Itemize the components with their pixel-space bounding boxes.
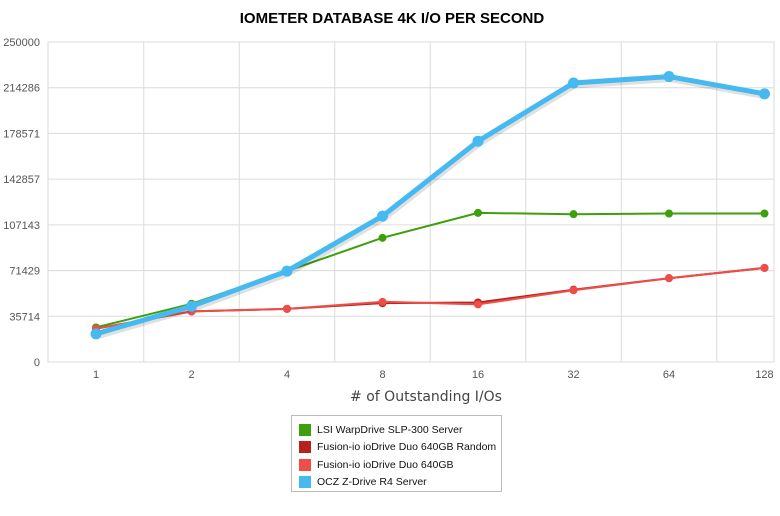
x-tick-labels: 1 2 4 8 16 32 64 128 [93,369,774,381]
legend-swatch [299,458,311,471]
legend-item: Fusion-io ioDrive Duo 640GB [299,456,501,474]
data-point [759,88,770,100]
data-point [90,328,102,340]
data-point [760,209,769,218]
legend-label: Fusion-io ioDrive Duo 640GB [317,458,454,471]
legend-swatch [299,423,311,436]
data-point [377,210,388,222]
y-tick-label: 71429 [9,266,40,278]
legend-label: OCZ Z-Drive R4 Server [317,476,427,489]
data-point [186,300,197,312]
x-tick-label: 2 [188,369,194,381]
data-point [474,208,482,217]
data-point [378,297,387,306]
x-tick-label: 128 [755,369,773,381]
data-point [663,71,675,83]
legend-swatch [299,441,311,454]
data-point [568,77,579,89]
data-point [378,233,387,242]
x-tick-label: 32 [567,369,579,381]
data-point [665,209,673,218]
legend-item: Fusion-io ioDrive Duo 640GB Random [299,439,501,457]
legend-label: LSI WarpDrive SLP-300 Server [317,423,463,436]
data-point [283,304,291,313]
x-tick-label: 16 [472,369,484,381]
series-line [95,266,765,330]
x-tick-label: 4 [284,369,290,381]
x-tick-label: 64 [663,369,675,381]
y-tick-label: 214286 [3,83,40,95]
legend: LSI WarpDrive SLP-300 Server Fusion-io io… [291,415,502,492]
data-point [472,135,484,147]
x-tick-label: 1 [93,369,99,381]
y-tick-label: 107143 [3,220,40,232]
y-tick-label: 0 [34,357,40,369]
data-point [281,265,293,277]
y-tick-label: 142857 [3,174,40,186]
series-lines [90,71,770,340]
y-tick-labels: 0 35714 71429 107143 142857 178571 214286 25000… [3,37,40,369]
data-point [569,286,578,295]
x-axis-label: # of Outstanding I/Os [350,389,502,405]
legend-item: OCZ Z-Drive R4 Server [299,474,501,492]
series-line [95,74,765,337]
legend-label: Fusion-io ioDrive Duo 640GB Random [317,441,497,454]
data-point [569,210,578,219]
y-tick-label: 178571 [3,128,40,140]
legend-item: LSI WarpDrive SLP-300 Server [299,421,501,439]
legend-swatch [299,476,311,489]
y-tick-label: 250000 [3,37,40,49]
chart-title: IOMETER DATABASE 4K I/O PER SECOND [240,10,545,27]
series-line-shadow [96,75,767,340]
data-point [760,263,769,272]
series-4 [90,71,770,340]
grid [47,41,775,363]
data-point [665,274,673,283]
x-tick-label: 8 [379,369,385,381]
data-point [474,300,482,309]
y-tick-label: 35714 [9,311,40,323]
